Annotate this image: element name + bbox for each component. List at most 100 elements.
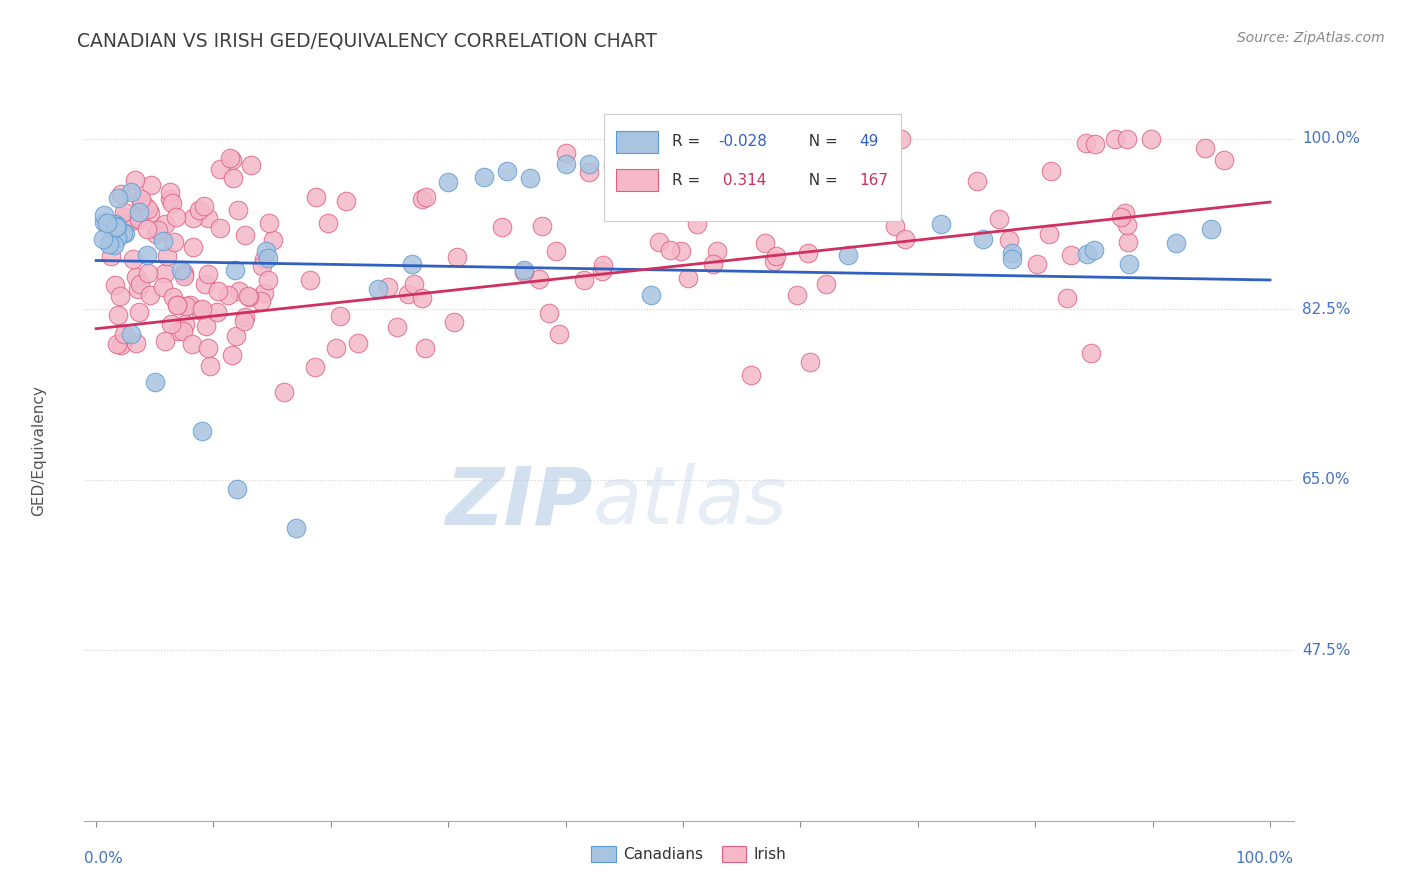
Point (799, 355, 821, 369)
Point (472, 169, 495, 184)
Point (496, 164, 519, 178)
Point (190, 424, 212, 438)
Point (143, 376, 166, 390)
Point (578, 165, 600, 179)
Point (138, 266, 160, 280)
Point (765, 249, 787, 263)
Point (675, 191, 697, 205)
Point (754, 236, 776, 251)
Point (228, 285, 250, 299)
Text: 100.0%: 100.0% (1302, 131, 1360, 146)
Point (257, 216, 280, 230)
Point (574, 272, 596, 286)
Text: R =: R = (672, 173, 706, 187)
Text: 0.314: 0.314 (718, 173, 766, 187)
Point (1056, 291, 1078, 305)
Point (1025, 257, 1047, 271)
Point (512, 265, 534, 279)
Point (706, 244, 728, 258)
Point (124, 212, 146, 227)
Point (988, 212, 1011, 227)
Point (894, 232, 917, 246)
Text: 49: 49 (859, 134, 879, 149)
Point (411, 291, 433, 305)
Text: 100.0%: 100.0% (1236, 851, 1294, 866)
Point (443, 315, 465, 329)
Point (1114, 206, 1136, 220)
Point (1080, 346, 1102, 360)
Point (401, 257, 423, 271)
Point (1213, 153, 1236, 167)
Point (128, 305, 150, 319)
Point (112, 227, 135, 241)
Text: 65.0%: 65.0% (1302, 472, 1350, 487)
Point (93, 215, 115, 229)
Point (763, 254, 786, 268)
Text: R =: R = (672, 134, 706, 149)
Point (513, 263, 536, 277)
Point (232, 314, 254, 328)
Point (153, 334, 176, 348)
Point (761, 154, 783, 169)
Point (97, 236, 120, 251)
Point (125, 335, 148, 350)
Point (174, 299, 197, 313)
Point (163, 235, 186, 250)
Point (253, 285, 276, 300)
Point (602, 159, 624, 173)
Point (120, 185, 142, 199)
Point (256, 251, 278, 265)
Point (530, 219, 553, 234)
Point (228, 202, 250, 217)
Point (437, 175, 460, 189)
Point (159, 192, 181, 206)
Text: -0.028: -0.028 (718, 134, 766, 149)
Point (1201, 222, 1223, 236)
Point (890, 132, 912, 146)
Text: ZIP: ZIP (444, 463, 592, 541)
Point (1104, 132, 1126, 146)
Point (136, 202, 159, 216)
Point (128, 210, 150, 224)
Point (250, 259, 273, 273)
Point (197, 341, 219, 355)
Point (136, 248, 159, 262)
Point (966, 174, 988, 188)
Point (676, 270, 699, 285)
Point (127, 282, 149, 296)
Point (107, 191, 129, 205)
Text: CANADIAN VS IRISH GED/EQUIVALENCY CORRELATION CHART: CANADIAN VS IRISH GED/EQUIVALENCY CORREL… (77, 31, 658, 50)
Text: GED/Equivalency: GED/Equivalency (31, 385, 46, 516)
Legend: Canadians, Irish: Canadians, Irish (585, 840, 793, 869)
Point (1040, 164, 1063, 178)
Point (104, 277, 127, 292)
Point (396, 287, 419, 301)
Point (1076, 247, 1098, 261)
Point (160, 317, 183, 331)
Point (162, 290, 184, 304)
Point (100, 248, 122, 262)
Point (169, 263, 191, 277)
Point (233, 228, 256, 243)
Point (167, 324, 190, 338)
Point (193, 199, 215, 213)
Point (325, 341, 347, 355)
Point (546, 244, 568, 259)
Point (304, 359, 326, 374)
FancyBboxPatch shape (616, 130, 658, 153)
Point (624, 166, 647, 180)
Point (1115, 132, 1137, 146)
FancyBboxPatch shape (616, 169, 658, 191)
Text: 47.5%: 47.5% (1302, 642, 1350, 657)
Point (554, 157, 576, 171)
Point (239, 159, 262, 173)
Point (121, 252, 143, 266)
Point (648, 235, 671, 250)
Point (415, 190, 437, 204)
Point (367, 282, 389, 296)
Point (98, 234, 121, 248)
Point (1001, 246, 1024, 260)
Point (105, 219, 128, 234)
Point (284, 521, 307, 535)
Text: N =: N = (799, 134, 842, 149)
